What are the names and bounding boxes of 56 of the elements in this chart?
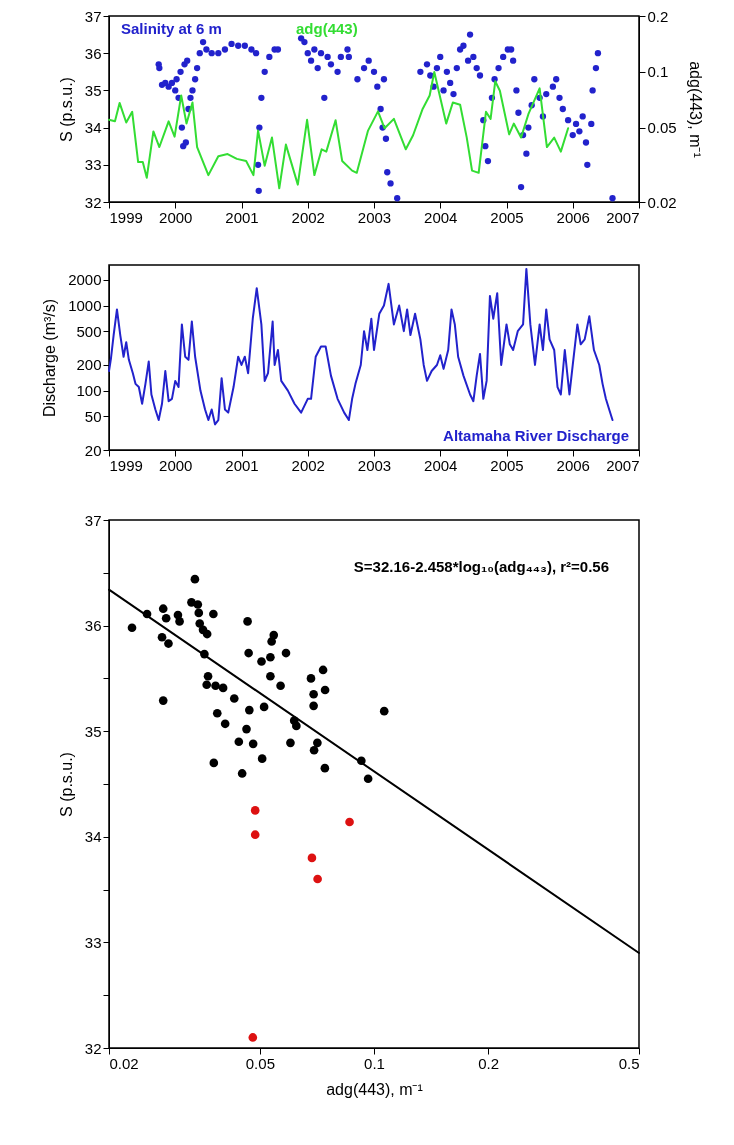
x-tick-label: 2004 [424,456,458,474]
y2-axis-title: adg(443), m⁻¹ [686,61,704,158]
x-tick-label: 2006 [556,456,590,474]
y-tick-label: 33 [84,933,102,951]
x-tick-label: 0.1 [364,1054,385,1072]
line-series [108,267,614,426]
x-tick-label: 2007 [606,208,640,226]
y-tick-label: 32 [84,193,102,211]
y-tick-label: 32 [84,1039,102,1057]
y-tick-label: 34 [84,828,102,846]
y-axis-title: S (p.s.u.) [57,77,75,142]
x-tick-label: 2000 [159,456,193,474]
x-tick-label: 2001 [225,456,259,474]
x-tick-label: 0.02 [109,1054,139,1072]
x-tick-label: 2006 [556,208,590,226]
x-tick-label: 0.5 [618,1054,640,1072]
x-tick-label: 0.2 [478,1054,500,1072]
x-tick-label: 0.05 [245,1054,275,1072]
y-tick-label: 200 [76,356,102,374]
y2-tick-label: 0.02 [647,193,677,211]
y-tick-label: 20 [84,441,102,459]
y-tick-label: 2000 [68,271,102,289]
y-tick-label: 50 [84,407,102,425]
y2-tick-label: 0.05 [647,119,677,137]
series-label: Altamaha River Discharge [443,427,629,444]
x-tick-label: 2001 [225,208,259,226]
x-tick-label: 2003 [357,208,392,226]
y-tick-label: 100 [76,382,102,400]
y-tick-label: 37 [84,7,102,25]
x-tick-label: 2003 [357,456,392,474]
x-tick-label: 2004 [424,208,458,226]
y-tick-label: 500 [76,322,102,340]
y-tick-label: 33 [84,156,102,174]
x-tick-label: 2002 [291,456,325,474]
x-tick-label: 2000 [159,208,193,226]
series-label: Salinity at 6 m [121,20,222,37]
x-axis-title: adg(443), m⁻¹ [326,1080,423,1098]
y-tick-label: 37 [84,511,102,529]
y-tick-label: 35 [84,722,102,740]
y-tick-label: 1000 [68,297,102,315]
text: adg(443) [296,20,358,37]
y-tick-label: 36 [84,617,102,635]
x-tick-label: 2005 [490,456,524,474]
y-tick-label: 36 [84,44,102,62]
y-tick-label: 34 [84,119,102,137]
y2-tick-label: 0.1 [647,63,669,81]
y-axis-title: S (p.s.u.) [57,752,75,817]
x-tick-label: 2005 [490,208,524,226]
y-tick-label: 35 [84,81,102,99]
annotation: S=32.16-2.458*log₁₀(adg₄₄₃), r²=0.56 [353,558,609,575]
y2-tick-label: 0.2 [647,7,669,25]
y-axis-title: Discharge (m³/s) [41,298,59,418]
x-tick-label: 2007 [606,456,640,474]
x-tick-label: 1999 [109,456,143,474]
x-tick-label: 2002 [291,208,325,226]
x-tick-label: 1999 [109,208,143,226]
